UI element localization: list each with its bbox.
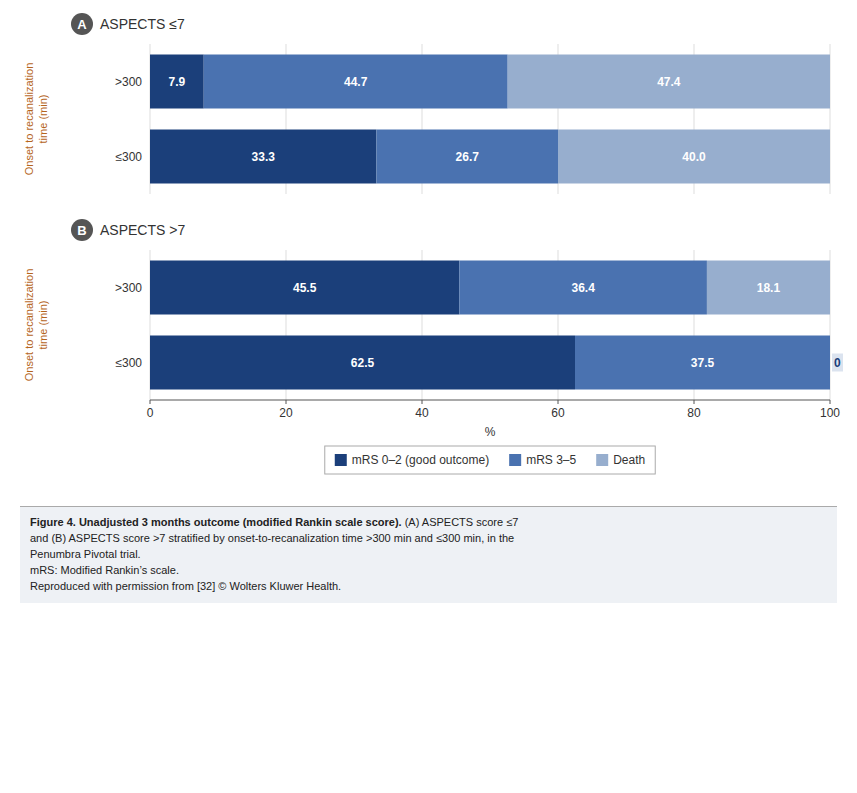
bar-segment [150,261,459,315]
x-tick [286,400,287,404]
bar-segment [150,55,204,109]
bar-segment [830,336,831,390]
caption: Figure 4. Unadjusted 3 months outcome (m… [20,506,837,603]
x-tick [422,400,423,404]
y-tick-label: ≤300 [115,356,142,370]
legend-label: mRS 3–5 [526,453,576,467]
data-label: 0 [834,356,841,370]
bar-segment [376,130,558,184]
data-label: 37.5 [691,356,715,370]
panel-title: ASPECTS ≤7 [100,16,185,32]
legend-swatch [509,454,521,466]
y-axis-label: Onset to recanalizationtime (min) [23,269,48,382]
x-tick-label: 60 [551,406,565,420]
legend: mRS 0–2 (good outcome) mRS 3–5 Death [325,446,655,474]
data-label: 33.3 [252,150,276,164]
bar-segment [150,130,376,184]
x-tick-label: 80 [687,406,701,420]
data-label: 7.9 [169,75,186,89]
x-axis-label: % [485,425,496,439]
panel-letter: A [77,17,87,32]
legend-frame [325,446,655,474]
x-tick-label: 0 [147,406,154,420]
x-tick-label: 40 [415,406,429,420]
bar-segment [575,336,830,390]
panel-badge [71,13,93,35]
data-label: 45.5 [293,281,317,295]
panel-title: ASPECTS >7 [100,222,185,238]
y-tick-label: >300 [115,281,142,295]
plot-area [150,44,830,194]
caption-bold: Figure 4. Unadjusted 3 months outcome (m… [30,516,402,528]
y-axis-label: Onset to recanalizationtime (min) [23,63,48,176]
x-tick [830,400,831,404]
x-tick [694,400,695,404]
bar-segment [558,130,830,184]
bar-segment [707,261,830,315]
x-axis-line [150,400,830,401]
panel-badge [71,219,93,241]
data-label: 40.0 [682,150,706,164]
data-label: 26.7 [456,150,480,164]
y-axis-label-line: Onset to recanalization [23,269,35,382]
plot-area [150,250,830,400]
x-tick [150,400,151,404]
bar-segment [150,336,575,390]
y-tick-label: ≤300 [115,150,142,164]
data-label: 18.1 [757,281,781,295]
bars [150,55,830,184]
y-tick-label: >300 [115,75,142,89]
y-axis-label-line: time (min) [37,95,49,144]
y-axis-label-line: time (min) [37,301,49,350]
x-tick-label: 20 [279,406,293,420]
data-label: 62.5 [351,356,375,370]
legend-swatch [596,454,608,466]
y-axis-label-line: Onset to recanalization [23,63,35,176]
x-tick-label: 100 [820,406,840,420]
bar-segment [508,55,830,109]
panel-letter: B [77,223,86,238]
data-label: 44.7 [344,75,368,89]
legend-label: mRS 0–2 (good outcome) [352,453,489,467]
data-label: 47.4 [657,75,681,89]
bar-segment [204,55,508,109]
bar-segment [459,261,707,315]
bars [150,261,830,390]
data-label-box [832,354,843,372]
legend-swatch [335,454,347,466]
chart: 7.9 44.7 47.4 33.3 26.7 40.0 >300 ≤300 Onset to … [0,0,857,500]
legend-label: Death [613,453,645,467]
data-label: 36.4 [571,281,595,295]
x-tick [558,400,559,404]
